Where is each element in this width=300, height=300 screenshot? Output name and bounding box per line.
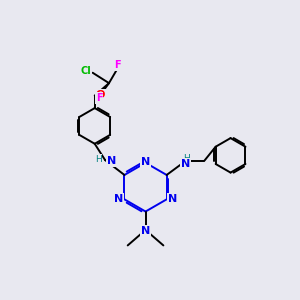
Text: N: N <box>114 194 123 204</box>
Text: N: N <box>168 194 177 204</box>
Text: N: N <box>141 226 150 236</box>
Text: F: F <box>114 60 121 70</box>
Text: O: O <box>96 90 105 100</box>
Text: N: N <box>141 157 150 167</box>
Text: N: N <box>107 156 116 166</box>
Text: H: H <box>183 154 190 164</box>
Text: H: H <box>95 155 101 164</box>
Text: N: N <box>181 159 190 169</box>
Text: Cl: Cl <box>80 66 91 76</box>
Text: F: F <box>96 93 103 103</box>
